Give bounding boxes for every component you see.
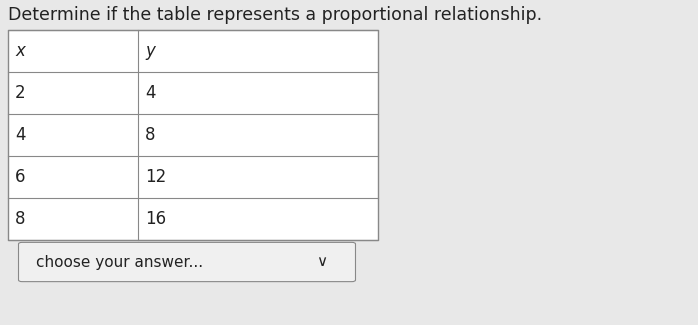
Text: y: y bbox=[145, 42, 155, 60]
Text: 8: 8 bbox=[15, 210, 26, 228]
Text: 16: 16 bbox=[145, 210, 166, 228]
FancyBboxPatch shape bbox=[19, 242, 355, 282]
Text: 12: 12 bbox=[145, 168, 166, 186]
Text: ∨: ∨ bbox=[316, 254, 327, 269]
Text: choose your answer...: choose your answer... bbox=[36, 254, 203, 269]
Text: 4: 4 bbox=[145, 84, 156, 102]
Text: 2: 2 bbox=[15, 84, 26, 102]
Text: 4: 4 bbox=[15, 126, 26, 144]
Text: 8: 8 bbox=[145, 126, 156, 144]
Text: 6: 6 bbox=[15, 168, 26, 186]
Text: x: x bbox=[15, 42, 25, 60]
Text: Determine if the table represents a proportional relationship.: Determine if the table represents a prop… bbox=[8, 6, 542, 24]
